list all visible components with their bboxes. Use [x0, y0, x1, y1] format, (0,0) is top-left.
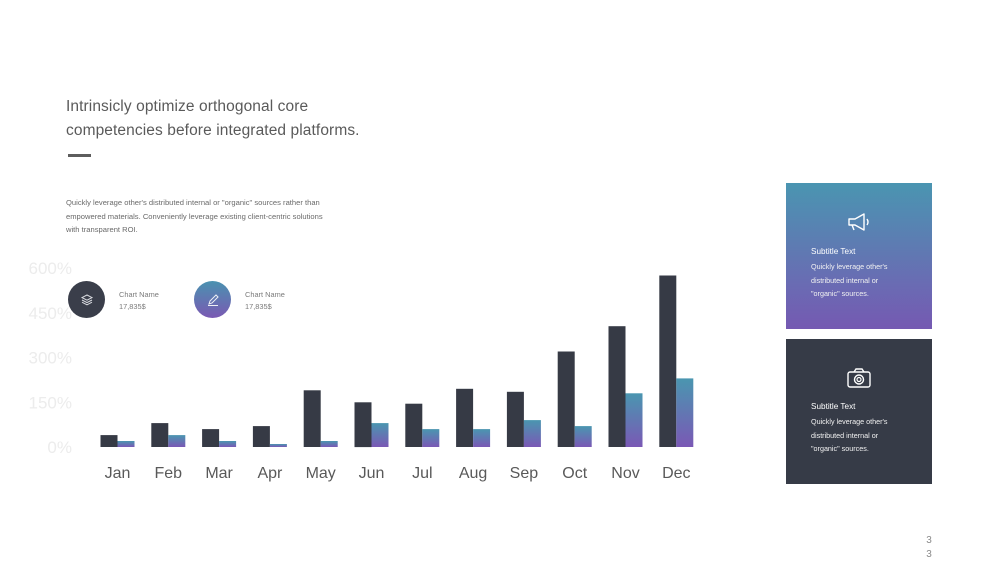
card-title: Subtitle Text — [811, 402, 856, 411]
y-tick-label: 600% — [29, 259, 72, 278]
card-text: Quickly leverage other's distributed int… — [811, 415, 887, 456]
bar-series-2-jul — [422, 429, 440, 447]
body-line-3: with transparent ROI. — [66, 225, 138, 234]
bar-series-1-nov — [608, 326, 626, 447]
page-number-line: 3 — [926, 535, 932, 546]
bar-series-2-aug — [473, 429, 491, 447]
card-line: "organic" sources. — [811, 444, 869, 453]
y-tick-label: 150% — [29, 393, 72, 412]
legend-name: Chart Name — [245, 290, 285, 299]
bar-series-2-dec — [676, 378, 694, 447]
x-category-label: Feb — [155, 465, 183, 482]
legend-swatch-dark — [68, 281, 105, 318]
x-category-label: May — [306, 465, 336, 482]
card-title: Subtitle Text — [811, 247, 856, 256]
bar-series-2-may — [320, 441, 338, 447]
x-category-label: Apr — [257, 465, 283, 482]
card-line: Quickly leverage other's — [811, 417, 888, 426]
bar-series-1-may — [303, 390, 321, 447]
bar-series-1-apr — [252, 426, 270, 447]
bar-series-1-jan — [100, 435, 118, 447]
headline-line-2: competencies before integrated platforms… — [66, 122, 360, 139]
legend-swatch-gradient — [194, 281, 231, 318]
bar-series-2-sep — [523, 420, 541, 447]
x-category-label: Oct — [562, 465, 587, 482]
card-line: distributed internal or — [811, 430, 879, 440]
bar-series-2-mar — [219, 441, 237, 447]
bar-series-1-aug — [456, 388, 474, 447]
bar-series-2-feb — [168, 435, 186, 447]
bar-series-2-jun — [371, 423, 389, 447]
feature-card-top: Subtitle Text Quickly leverage other's d… — [786, 183, 932, 329]
headline: Intrinsicly optimize orthogonal core com… — [66, 95, 406, 143]
accent-divider — [68, 154, 91, 157]
bar-series-1-dec — [659, 275, 677, 447]
legend-value: 17,835$ — [245, 302, 272, 311]
body-line-1: Quickly leverage other's distributed int… — [66, 198, 320, 207]
y-tick-label: 0% — [47, 438, 72, 457]
x-category-label: Nov — [611, 465, 639, 482]
bar-series-1-jun — [354, 402, 372, 448]
pencil-icon — [207, 293, 219, 306]
feature-card-bottom: Subtitle Text Quickly leverage other's d… — [786, 339, 932, 484]
camera-icon — [847, 368, 871, 388]
card-line: distributed internal or — [811, 275, 879, 285]
x-category-label: Jan — [105, 465, 131, 482]
bar-series-2-oct — [574, 426, 592, 447]
bar-series-1-jul — [405, 403, 423, 447]
bar-series-1-feb — [151, 423, 169, 447]
legend-value: 17,835$ — [119, 302, 146, 311]
body-line-2: empowered materials. Conveniently levera… — [66, 211, 323, 221]
layers-icon — [80, 293, 93, 305]
bar-series-2-nov — [625, 393, 643, 447]
card-text: Quickly leverage other's distributed int… — [811, 260, 887, 301]
megaphone-icon — [848, 213, 869, 231]
y-tick-label: 450% — [29, 304, 72, 323]
card-line: Quickly leverage other's — [811, 262, 888, 271]
x-category-label: Sep — [510, 465, 539, 482]
bar-series-2-jan — [117, 441, 135, 447]
card-line: "organic" sources. — [811, 289, 869, 298]
page-number-line: 3 — [926, 549, 932, 560]
legend-name: Chart Name — [119, 290, 159, 299]
bar-series-1-oct — [557, 351, 575, 447]
body-paragraph: Quickly leverage other's distributed int… — [66, 196, 362, 237]
bar-series-2-apr — [269, 444, 287, 447]
x-category-label: Jun — [359, 465, 385, 482]
x-category-label: Mar — [205, 465, 233, 482]
x-category-label: Aug — [459, 465, 487, 482]
page-number: 3 3 — [924, 534, 934, 562]
x-category-label: Dec — [662, 465, 690, 482]
x-category-label: Jul — [412, 465, 432, 482]
bar-series-1-mar — [202, 429, 220, 447]
bar-series-1-sep — [506, 391, 524, 447]
headline-line-1: Intrinsicly optimize orthogonal core — [66, 98, 309, 115]
y-tick-label: 300% — [29, 349, 72, 368]
